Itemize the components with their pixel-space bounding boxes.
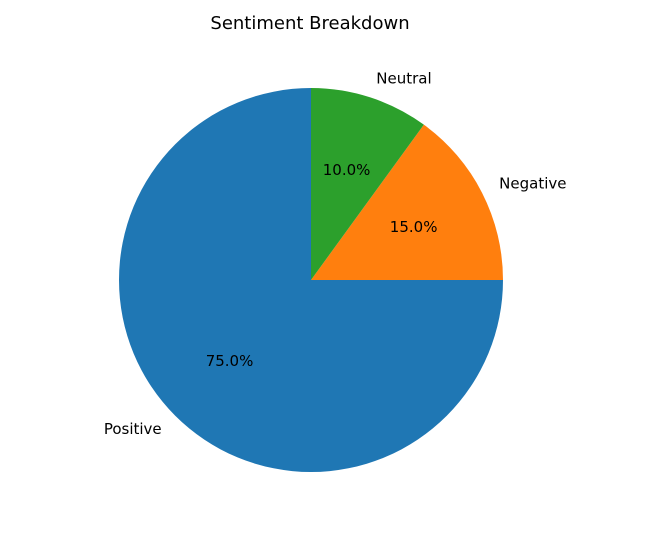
percent-label-negative: 15.0% <box>390 218 438 236</box>
slice-label-neutral: Neutral <box>376 70 431 88</box>
chart-title: Sentiment Breakdown <box>210 13 409 34</box>
pie-slice-negative <box>311 124 503 280</box>
slice-label-positive: Positive <box>104 420 162 438</box>
slice-label-negative: Negative <box>499 175 566 193</box>
pie-labels: Positive 75.0% Negative 15.0% Neutral 10.0% <box>104 70 567 438</box>
pie-slice-neutral <box>311 88 424 280</box>
pie-slices <box>119 88 503 472</box>
percent-label-neutral: 10.0% <box>323 161 371 179</box>
percent-label-positive: 75.0% <box>206 352 254 370</box>
